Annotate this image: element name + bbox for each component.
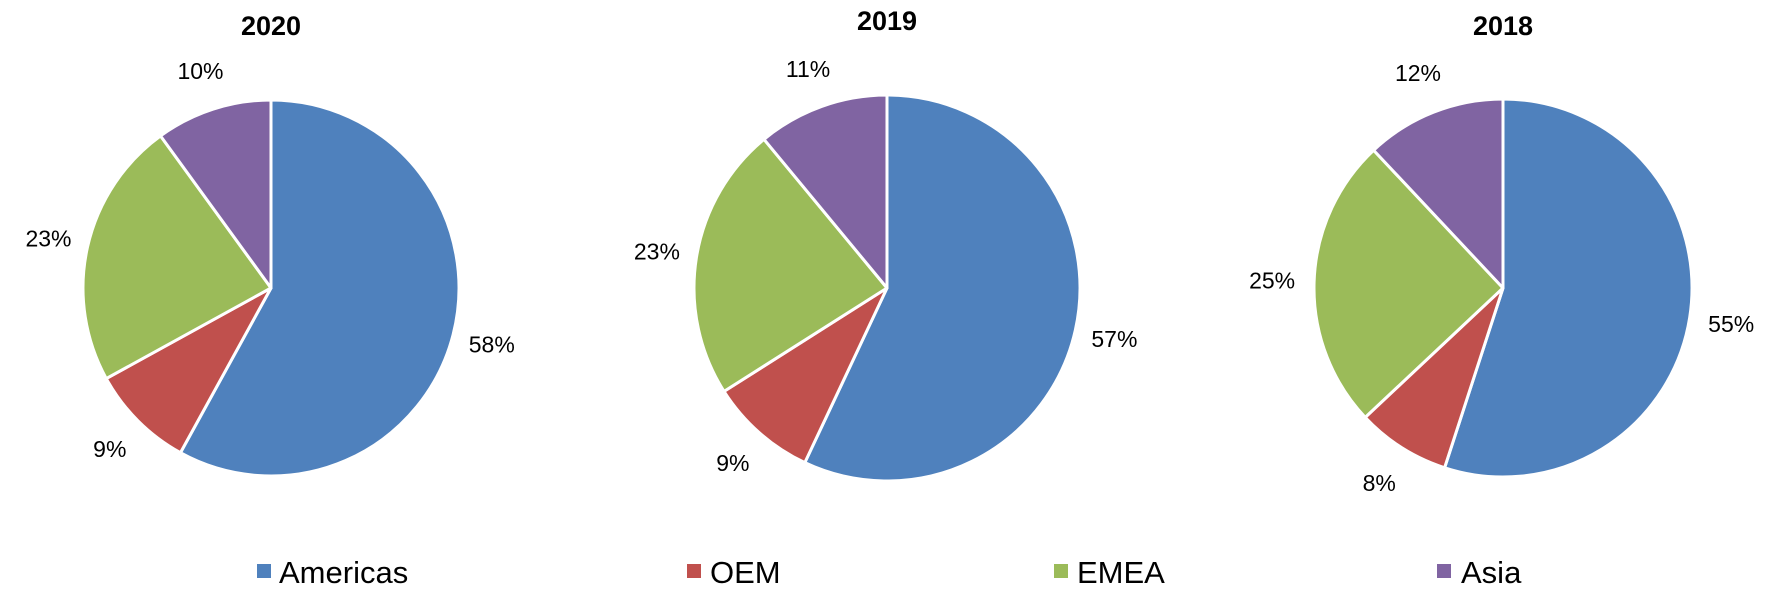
pie-chart-2020: 2020 58% 9% 23% 10% xyxy=(25,11,515,478)
chart-title-2019: 2019 xyxy=(857,6,917,36)
data-label-2020-americas: 58% xyxy=(469,332,515,358)
data-label-2019-americas: 57% xyxy=(1091,326,1137,352)
pie-slice-2019-asia xyxy=(762,93,889,290)
pie-slice-2019-emea xyxy=(692,137,889,393)
legend-item-oem: OEM xyxy=(687,555,781,590)
chart-title-2020: 2020 xyxy=(241,11,301,41)
data-label-2020-asia: 10% xyxy=(177,58,223,84)
pie-slice-2019-oem xyxy=(722,286,889,465)
legend-label-asia: Asia xyxy=(1461,555,1522,590)
legend-swatch-oem xyxy=(687,564,701,578)
pie-slice-2018-asia xyxy=(1372,97,1505,290)
pie-chart-2018: 2018 55% 8% 25% 12% xyxy=(1249,11,1754,496)
legend-item-americas: Americas xyxy=(257,555,408,590)
pie-chart-2019: 2019 57% 9% 23% 11% xyxy=(634,6,1137,483)
data-label-2019-emea: 23% xyxy=(634,239,680,265)
chart-title-2018: 2018 xyxy=(1473,11,1533,41)
pie-slice-2019-americas xyxy=(803,93,1082,483)
pie-slice-2018-americas xyxy=(1443,97,1694,479)
legend: Americas OEM EMEA Asia xyxy=(257,555,1522,590)
data-label-2019-oem: 9% xyxy=(716,450,749,476)
legend-swatch-americas xyxy=(257,564,271,578)
legend-label-emea: EMEA xyxy=(1077,555,1165,590)
pie-slice-2020-asia xyxy=(159,98,273,290)
data-label-2018-emea: 25% xyxy=(1249,268,1295,294)
data-label-2018-americas: 55% xyxy=(1708,311,1754,337)
pie-slice-2020-americas xyxy=(178,98,461,478)
data-label-2020-emea: 23% xyxy=(25,225,71,251)
legend-swatch-asia xyxy=(1437,564,1451,578)
data-label-2019-asia: 11% xyxy=(786,56,830,82)
legend-item-asia: Asia xyxy=(1437,555,1522,590)
legend-item-emea: EMEA xyxy=(1054,555,1165,590)
legend-label-americas: Americas xyxy=(279,555,408,590)
pie-slice-2018-emea xyxy=(1312,148,1505,419)
data-label-2020-oem: 9% xyxy=(93,436,126,462)
data-label-2018-asia: 12% xyxy=(1395,60,1441,86)
data-label-2018-oem: 8% xyxy=(1363,470,1396,496)
legend-label-oem: OEM xyxy=(710,555,781,590)
pie-slice-2018-oem xyxy=(1363,286,1505,470)
legend-swatch-emea xyxy=(1054,564,1068,578)
pie-slice-2020-oem xyxy=(104,286,273,455)
pie-slice-2020-emea xyxy=(81,134,273,381)
